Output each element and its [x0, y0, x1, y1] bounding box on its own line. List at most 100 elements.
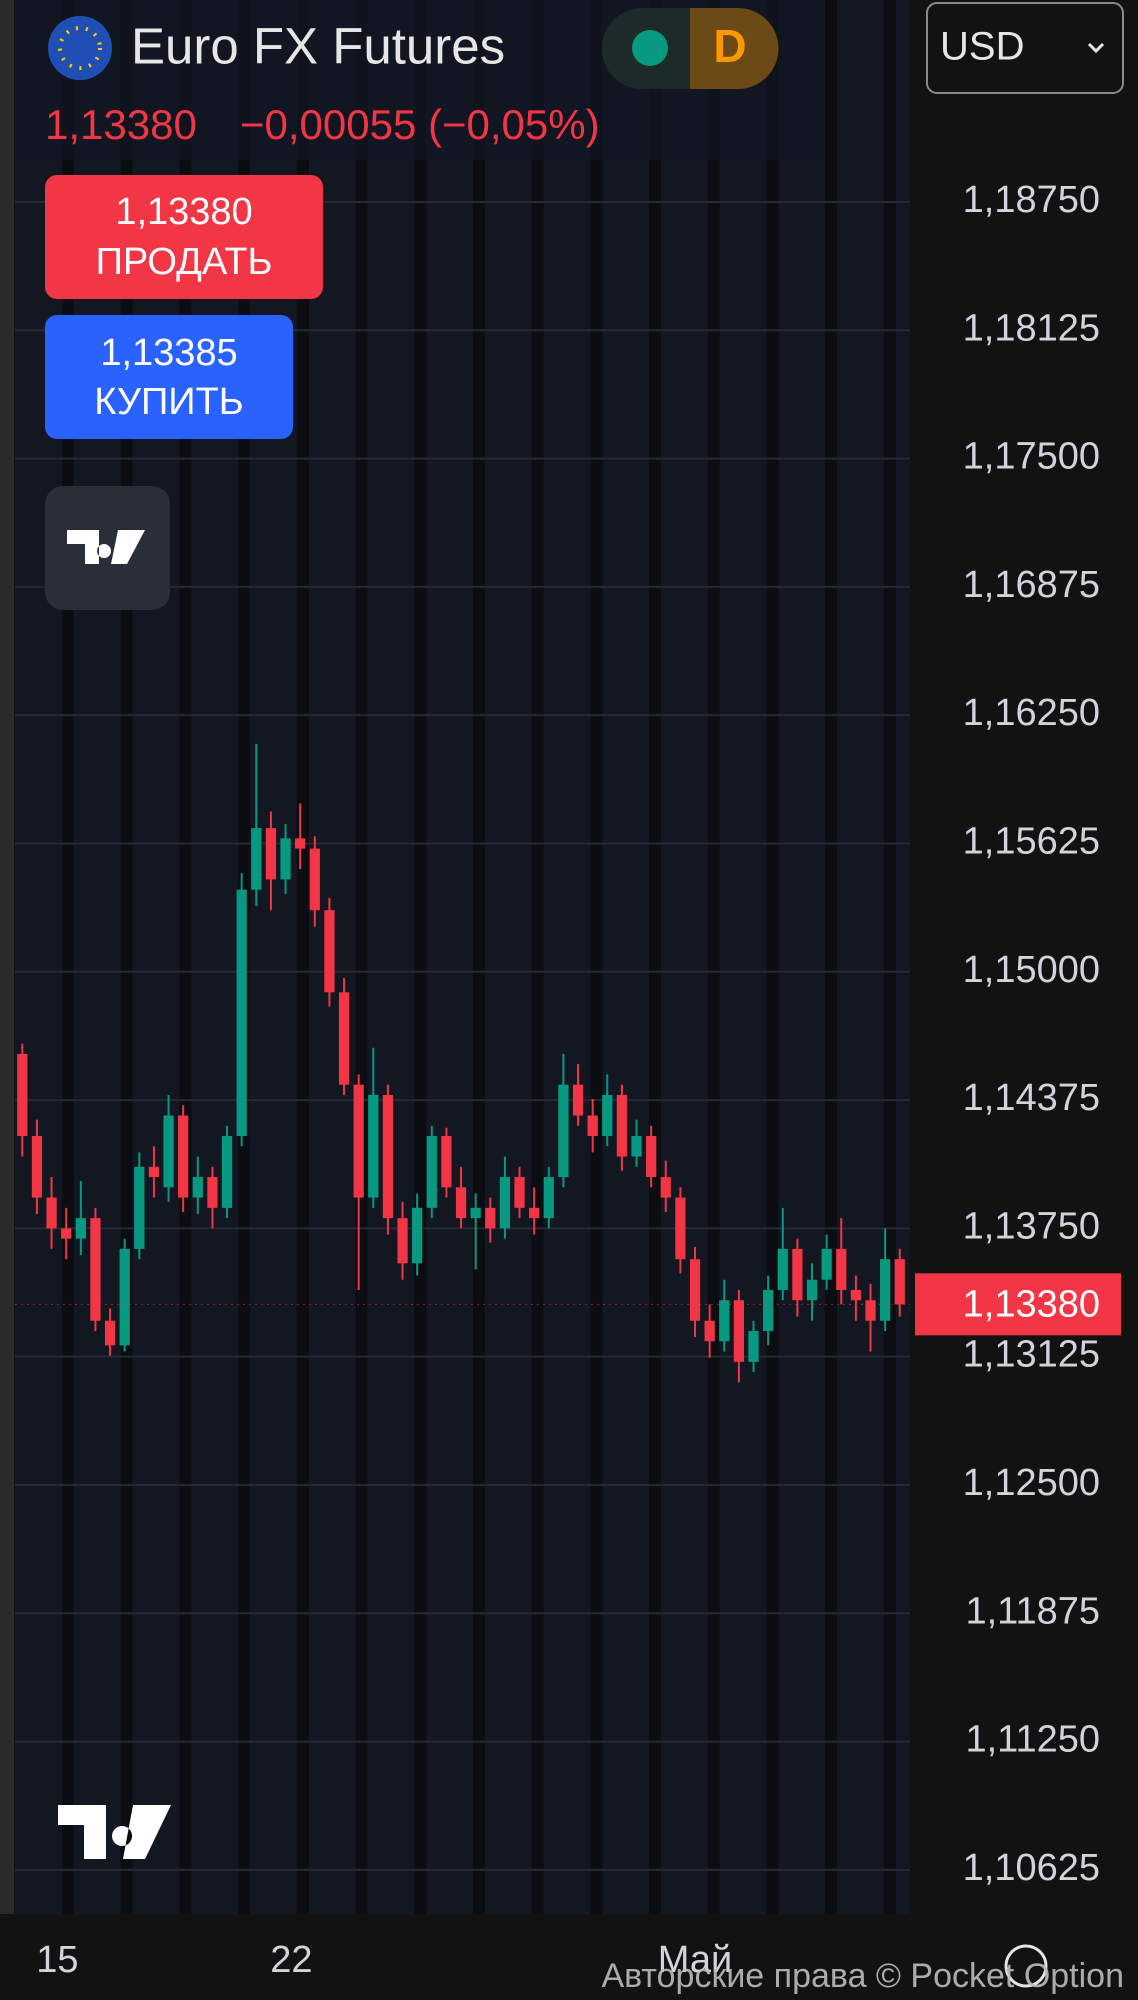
sell-bg	[45, 175, 323, 299]
candle-body	[163, 1115, 174, 1188]
candle-body	[382, 1094, 394, 1219]
candle-body	[792, 1248, 803, 1301]
candle-body	[353, 1084, 364, 1198]
stripe	[590, 0, 603, 1914]
currency-box	[926, 2, 1124, 94]
toggle-right	[690, 8, 779, 90]
candle-body	[134, 1166, 145, 1249]
candle-body	[719, 1300, 730, 1342]
candle-body	[236, 889, 247, 1137]
y-tick-label: 1,15625	[963, 821, 1100, 863]
candle-body	[309, 848, 320, 911]
candle-body	[543, 1177, 554, 1219]
y-tick-label: 1,15000	[963, 949, 1100, 991]
candle-body	[338, 992, 350, 1085]
stripe	[414, 0, 427, 1914]
candle-body	[441, 1136, 452, 1188]
last-price-label: 1,13380	[963, 1283, 1100, 1325]
candle-body	[192, 1177, 203, 1198]
candle-body	[485, 1207, 496, 1229]
y-tick-label: 1,10625	[963, 1847, 1100, 1889]
candle-body	[733, 1300, 745, 1362]
interval-toggle[interactable]: D	[602, 8, 779, 90]
stripe	[649, 0, 661, 1914]
candle-body	[821, 1248, 832, 1280]
candle-body	[90, 1218, 101, 1321]
currency-select[interactable]: USD	[926, 2, 1124, 94]
y-tick-label: 1,11250	[965, 1719, 1100, 1761]
time-axis	[0, 1914, 1138, 2000]
candle-body	[748, 1331, 759, 1362]
candle-body	[61, 1228, 72, 1239]
candles	[17, 743, 905, 1383]
y-tick-label: 1,18125	[963, 307, 1100, 349]
settings-icon[interactable]	[1004, 1944, 1048, 1988]
candle-body	[689, 1259, 701, 1321]
y-axis-labels: 1,18750 1,18125 1,17500 1,16875 1,16250 1,156…	[963, 179, 1100, 1889]
candle-body	[148, 1166, 160, 1178]
candle-body	[558, 1084, 569, 1178]
candle-body	[806, 1279, 818, 1301]
candle-body	[587, 1115, 598, 1137]
candle-body	[836, 1248, 847, 1290]
x-axis-labels: 15 22 Май	[36, 1939, 732, 1981]
candle-body	[880, 1259, 891, 1321]
x-tick-label: Май	[658, 1939, 732, 1981]
candle-body	[251, 828, 262, 890]
candle-body	[470, 1207, 481, 1219]
candle-body	[616, 1094, 628, 1157]
stripe	[296, 0, 309, 1914]
y-tick-label: 1,16875	[963, 564, 1100, 606]
tv-watermark	[58, 1805, 171, 1859]
candle-body	[412, 1207, 423, 1264]
candle-body	[368, 1094, 379, 1198]
candle-body	[280, 838, 291, 880]
candle-body	[75, 1218, 86, 1239]
stripe	[707, 0, 720, 1914]
chevron	[1087, 42, 1105, 54]
candle-body	[850, 1289, 862, 1301]
candle-body	[207, 1177, 218, 1208]
candle-body	[221, 1136, 233, 1208]
tradingview-button[interactable]	[45, 486, 170, 610]
buy-label: КУПИТЬ	[94, 381, 243, 423]
x-tick-label: 15	[36, 1939, 78, 1981]
candle-body	[602, 1094, 613, 1137]
stripe	[883, 0, 896, 1914]
candle-body	[514, 1177, 525, 1208]
y-tick-label: 1,17500	[963, 436, 1100, 478]
candle-body	[104, 1320, 116, 1346]
currency-label: USD	[940, 25, 1024, 69]
y-tick-label: 1,14375	[963, 1077, 1100, 1119]
candle-body	[46, 1197, 57, 1229]
grid	[15, 200, 910, 1871]
candle-body	[529, 1207, 540, 1219]
stripe	[766, 0, 779, 1914]
stripe	[179, 0, 192, 1914]
buy-button[interactable]: 1,13385 КУПИТЬ	[45, 315, 293, 439]
stripe	[825, 0, 838, 1914]
y-tick-label: 1,16250	[963, 692, 1100, 734]
tv-logo	[67, 530, 145, 564]
candle-body	[17, 1053, 28, 1137]
sell-button[interactable]: 1,13380 ПРОДАТЬ	[45, 175, 323, 299]
candle-body	[426, 1136, 437, 1208]
candle-body	[646, 1136, 657, 1178]
buy-price: 1,13385	[100, 332, 237, 374]
stripe	[531, 0, 544, 1914]
status-dot	[632, 30, 668, 66]
stripe	[62, 0, 74, 1914]
candle-body	[265, 828, 277, 880]
candle-body	[397, 1218, 408, 1264]
candle-body	[31, 1136, 43, 1198]
last-price-marker: 1,13380	[15, 1273, 1121, 1336]
candle-body	[572, 1084, 584, 1116]
x-tick-label: 22	[270, 1939, 312, 1981]
y-tick-label: 1,13750	[963, 1205, 1100, 1247]
flag-stars	[58, 26, 102, 70]
last-price: 1,13380	[45, 101, 197, 148]
copyright: Авторские права © Pocket Option	[601, 1957, 1124, 1995]
sell-price: 1,13380	[115, 191, 252, 233]
buy-bg	[45, 315, 293, 439]
candle-body	[631, 1136, 642, 1157]
